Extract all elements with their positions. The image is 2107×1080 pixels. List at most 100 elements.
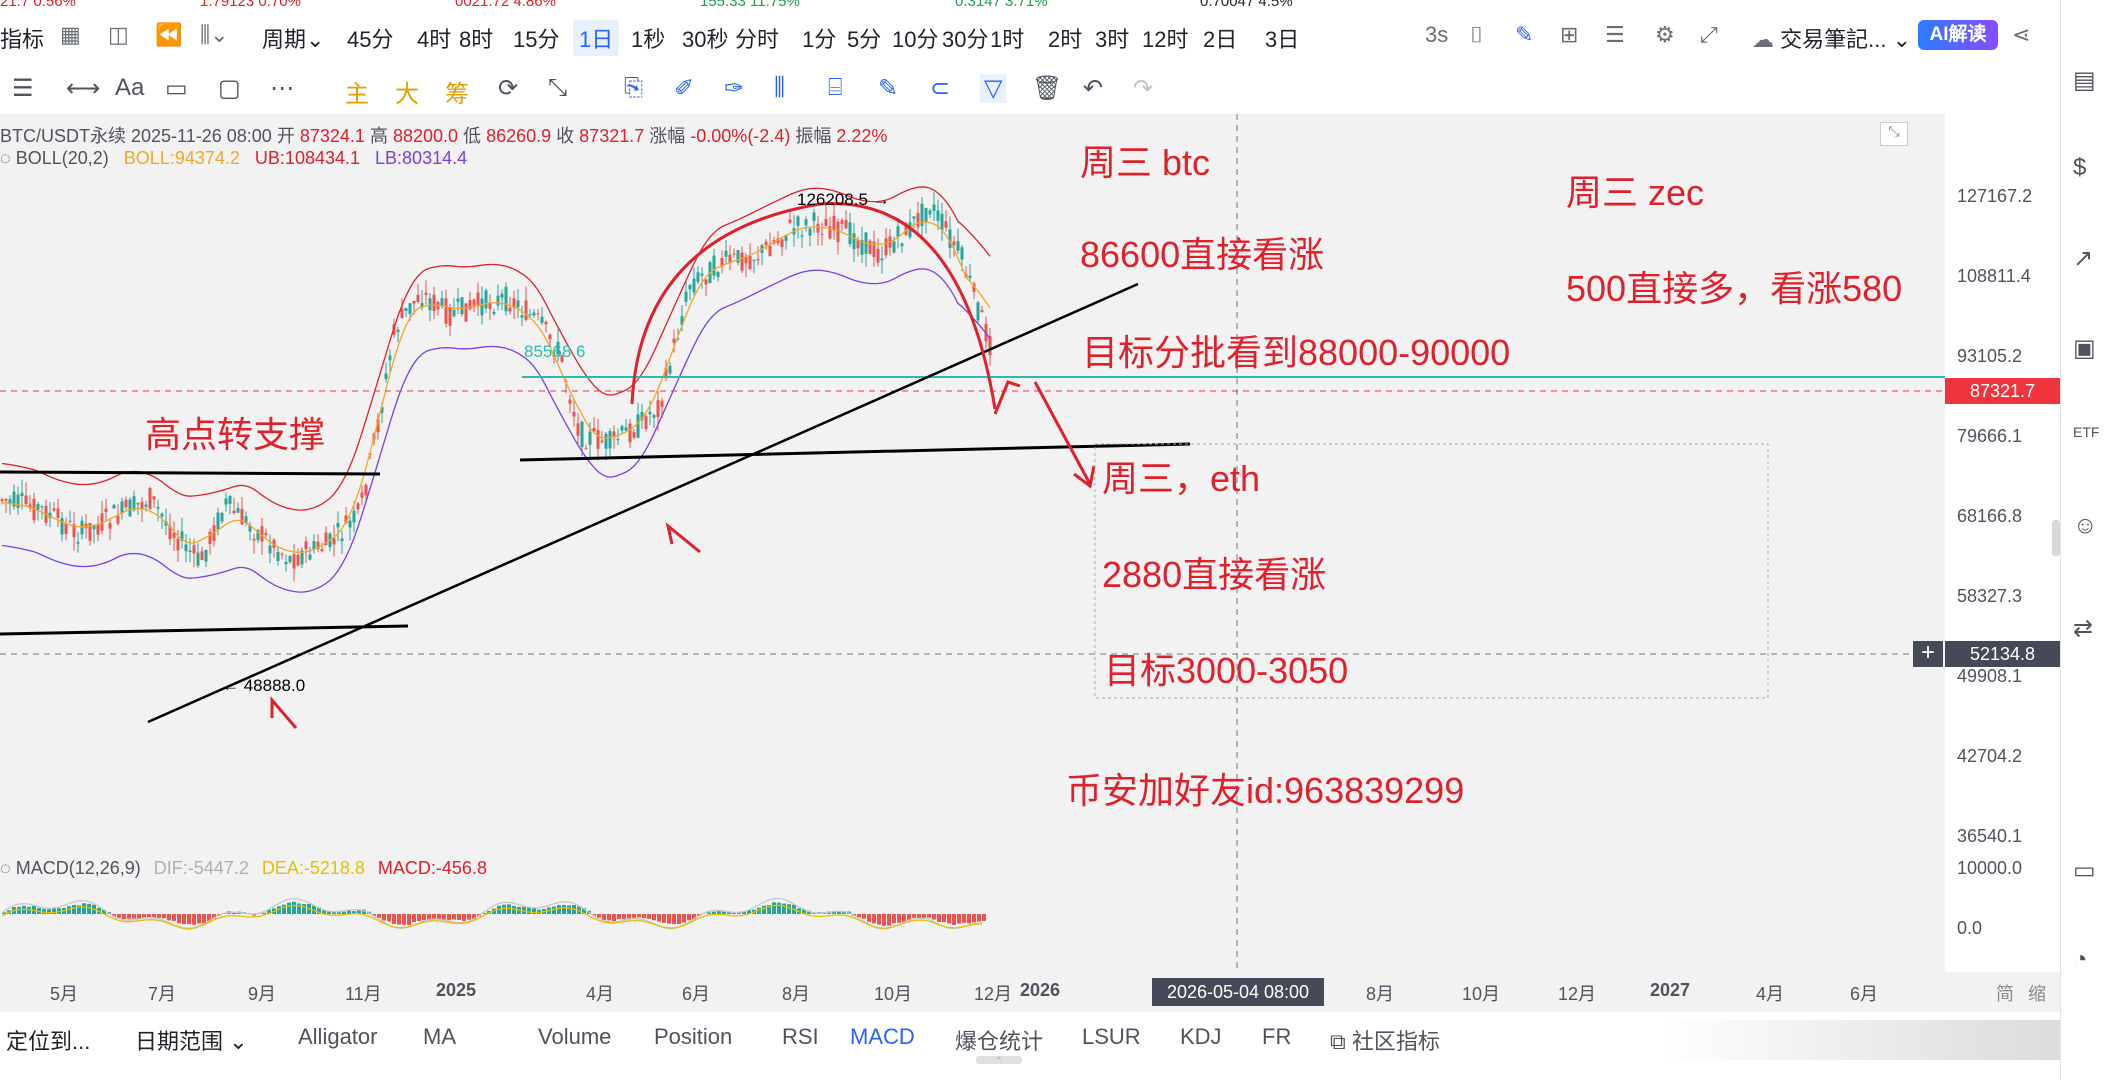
timeframe-option[interactable]: 1秒 — [631, 27, 666, 52]
timeframe-option[interactable]: 30秒 — [682, 27, 729, 52]
candle-type-icon[interactable]: ⫼⌄ — [200, 22, 229, 47]
text-tool-button[interactable]: Aa — [115, 74, 145, 101]
timeframe-option[interactable]: 1日 — [573, 20, 620, 56]
timeframe-option[interactable]: 4时 — [417, 27, 452, 52]
macd-histogram-bar — [957, 914, 961, 924]
timeframe-option[interactable]: 15分 — [513, 27, 560, 52]
indicator-tab[interactable]: MA — [423, 1024, 456, 1049]
indicator-tab[interactable]: RSI — [782, 1024, 819, 1049]
tool-large[interactable]: 大 — [395, 81, 419, 108]
indicator-tab[interactable]: KDJ — [1180, 1024, 1222, 1049]
chart-canvas[interactable] — [0, 114, 1945, 852]
redo-icon[interactable]: ↷ — [1133, 75, 1154, 102]
ticker-item[interactable]: 0.70047 4.5% — [1200, 0, 1293, 10]
measure-icon[interactable]: ⫼ — [774, 74, 786, 101]
timeframe-option[interactable]: 8时 — [459, 27, 494, 52]
timeframe-option[interactable]: 2时 — [1048, 27, 1083, 52]
community-indicator-button[interactable]: ⧉ 社区指标 — [1330, 1029, 1440, 1054]
calendar-icon[interactable]: ▦ — [60, 22, 81, 47]
period-dropdown[interactable]: 周期⌄ — [262, 27, 325, 52]
price-chart[interactable]: BTC/USDT永续 2025-11-26 08:00 开 87324.1 高 … — [0, 114, 1945, 852]
support-icon[interactable]: ◔ — [2073, 946, 2088, 973]
axis-corner-label[interactable]: 简 — [1996, 984, 2014, 1004]
price-axis[interactable]: 127167.2 108811.4 93105.2 79666.1 68166.8 583… — [1945, 114, 2060, 852]
ticker-item[interactable]: 21.7 0.56% — [0, 0, 76, 10]
refresh-icon[interactable]: ⟳ — [498, 75, 519, 102]
panel-icon[interactable]: ▭ — [2073, 857, 2096, 884]
timeframe-option[interactable]: 45分 — [347, 27, 394, 52]
monitor-icon[interactable]: ▣ — [2073, 335, 2096, 362]
wallet-icon[interactable]: $ — [2073, 154, 2087, 181]
layout-icon[interactable]: ◫ — [108, 22, 129, 47]
brush-icon[interactable]: ✐ — [674, 75, 695, 102]
lock-icon[interactable]: ⌸ — [828, 74, 843, 101]
trend-icon[interactable]: ↗ — [2073, 245, 2094, 272]
orderbook-icon[interactable]: ▤ — [2073, 67, 2096, 94]
indicator-tab[interactable]: 爆仓统计 — [955, 1029, 1044, 1054]
timeframe-option[interactable]: 12时 — [1142, 27, 1189, 52]
timeframe-option[interactable]: 3时 — [1095, 27, 1130, 52]
ticker-item[interactable]: 0.3147 3.71% — [955, 0, 1048, 10]
filter-icon[interactable]: ▽ — [980, 74, 1007, 103]
pencil-icon[interactable]: ✎ — [1515, 22, 1534, 47]
ruler-icon[interactable]: ▭ — [165, 75, 188, 102]
tool-chips[interactable]: 筹 — [445, 81, 469, 108]
indicator-tab[interactable]: LSUR — [1082, 1024, 1141, 1049]
timeframe-option[interactable]: 2日 — [1203, 27, 1238, 52]
rectangle-icon[interactable]: ▢ — [218, 75, 241, 102]
fullscreen-icon[interactable]: ⤢ — [1700, 22, 1718, 47]
share-icon[interactable]: ⋖ — [2012, 22, 2031, 47]
time-axis[interactable]: 5月 7月 9月 11月 2025 4月 6月 8月 10月 12月 2026 8月 10月 12月 202… — [0, 972, 2060, 1012]
locate-button[interactable]: 定位到... — [6, 1029, 91, 1054]
indicator-tab[interactable]: MACD — [850, 1024, 915, 1049]
list-icon[interactable]: ☰ — [1605, 22, 1625, 47]
timeframe-option[interactable]: 分时 — [735, 27, 780, 52]
workspace-dropdown[interactable]: ☁ 交易筆記... ⌄ — [1752, 27, 1912, 52]
swap-icon[interactable]: ⇄ — [2073, 615, 2094, 642]
tool-main[interactable]: 主 — [345, 81, 369, 108]
indicator-tab[interactable]: Alligator — [298, 1024, 378, 1049]
timeframe-option[interactable]: 1时 — [990, 27, 1025, 52]
magnet-icon[interactable]: ⊂ — [930, 75, 951, 102]
macd-canvas[interactable] — [0, 852, 1945, 972]
indicator-button[interactable]: 指标 — [0, 27, 45, 52]
trash-icon[interactable]: 🗑 — [1032, 75, 1063, 102]
indicator-tab[interactable]: FR — [1262, 1024, 1292, 1049]
camera-icon[interactable]: ⌷ — [1470, 22, 1484, 47]
undo-icon[interactable]: ↶ — [1083, 75, 1104, 102]
horizontal-line-icon[interactable]: ⟷ — [66, 75, 101, 102]
more-icon[interactable]: ⋯ — [270, 75, 294, 102]
ticker-item[interactable]: 1.79123 0.70% — [200, 0, 301, 10]
bell-icon[interactable]: ◌ — [0, 148, 11, 168]
copy-icon[interactable]: ⎘ — [624, 74, 644, 101]
axis-corner-label[interactable]: 缩 — [2028, 984, 2046, 1004]
macd-pane[interactable]: ◌ MACD(12,26,9) DIF:-5447.2 DEA:-5218.8 … — [0, 852, 1945, 972]
pen-icon[interactable]: ✑ — [724, 75, 745, 102]
pane-resize-handle[interactable]: ⌃ — [976, 1056, 1022, 1065]
timeframe-option[interactable]: 30分 — [942, 27, 989, 52]
etf-icon[interactable]: ETF — [2073, 424, 2100, 440]
replay-speed[interactable]: 3s — [1425, 22, 1449, 47]
date-range-dropdown[interactable]: 日期范围 ⌄ — [135, 1029, 248, 1054]
note-icon[interactable]: ✎ — [878, 75, 899, 102]
boll-legend[interactable]: ◌ BOLL(20,2) BOLL:94374.2 UB:108434.1 LB… — [0, 148, 467, 169]
add-alert-icon[interactable]: + — [1913, 641, 1943, 667]
trend-tool-icon[interactable]: ⤡ — [548, 74, 568, 101]
ticker-item[interactable]: 155.33 11.75% — [700, 0, 800, 10]
menu-icon[interactable]: ☰ — [12, 75, 34, 102]
robot-icon[interactable]: ☺ — [2073, 512, 2098, 539]
add-chart-icon[interactable]: ⊞ — [1560, 22, 1579, 47]
ticker-item[interactable]: 0021.72 4.86% — [455, 0, 556, 10]
sidebar-collapse-handle[interactable] — [2052, 520, 2060, 556]
timeframe-option[interactable]: 3日 — [1265, 27, 1300, 52]
macd-bell-icon[interactable]: ◌ — [0, 858, 11, 878]
settings-icon[interactable]: ⚙ — [1655, 22, 1675, 47]
ai-interpret-button[interactable]: AI解读 — [1918, 20, 1998, 50]
indicator-tab[interactable]: Volume — [538, 1024, 612, 1049]
collapse-icon[interactable]: ⤡ — [1880, 122, 1908, 146]
indicator-tab[interactable]: Position — [654, 1024, 733, 1049]
timeframe-option[interactable]: 10分 — [892, 27, 939, 52]
replay-icon[interactable]: ⏪ — [155, 22, 183, 47]
timeframe-option[interactable]: 1分 — [802, 27, 837, 52]
timeframe-option[interactable]: 5分 — [847, 27, 882, 52]
